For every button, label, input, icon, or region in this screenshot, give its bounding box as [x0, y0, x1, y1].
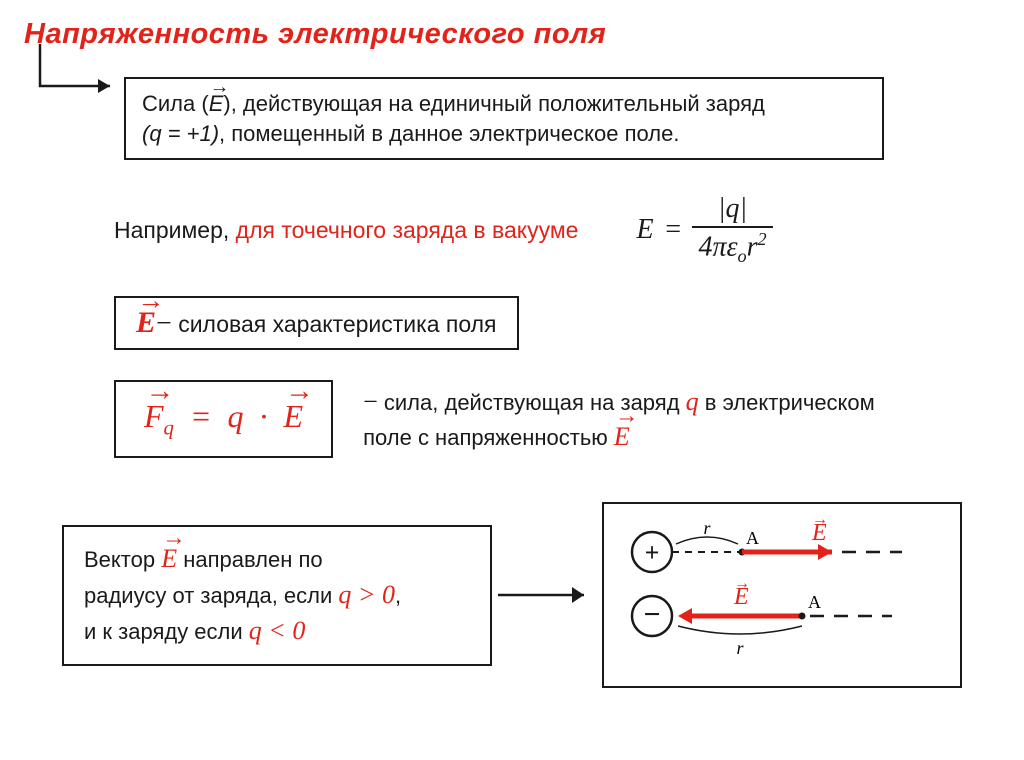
char-text: силовая характеристика поля: [178, 311, 496, 337]
def-charge: (q = +1): [142, 121, 219, 146]
force-formula-box: Fq = q · E: [114, 380, 333, 458]
svg-text:+: +: [645, 538, 660, 567]
example-row: Например, для точечного заряда в вакууме…: [114, 194, 1000, 265]
field-diagram-box: +rAE→−AE→r: [602, 502, 962, 688]
characteristic-box: E− силовая характеристика поля: [114, 296, 519, 350]
page-title: Напряженность электрического поля: [24, 18, 1000, 51]
vecdir-3: и к заряду если: [84, 619, 249, 644]
vecdir-comma: ,: [395, 583, 401, 608]
svg-text:→: →: [734, 575, 750, 592]
formula-den-r-sup: 2: [758, 229, 767, 249]
definition-box: Сила (E), действующая на единичный полож…: [124, 77, 884, 160]
formula-den-eps: ε: [726, 231, 737, 262]
vecdir-2: радиусу от заряда, если: [84, 583, 338, 608]
vecdir-1a: Вектор: [84, 547, 161, 572]
formula-den-r: r: [747, 231, 758, 262]
connector-arrow-icon: [492, 575, 602, 615]
def-suffix: , помещенный в данное электрическое поле…: [219, 121, 679, 146]
force-dot: ·: [260, 398, 268, 434]
example-phrase: для точечного заряда в вакууме: [236, 217, 579, 243]
force-desc-1: сила, действующая на заряд: [384, 390, 686, 415]
force-E: E: [284, 398, 304, 435]
vecdir-1b: направлен по: [177, 547, 323, 572]
force-F: F: [144, 398, 164, 435]
svg-text:−: −: [643, 598, 660, 631]
svg-text:A: A: [808, 592, 821, 612]
force-dash: −: [363, 387, 378, 416]
vecdir-E: E: [161, 541, 177, 577]
svg-text:→: →: [812, 518, 828, 528]
formula-eq: =: [664, 214, 683, 246]
def-prefix: Сила (: [142, 91, 209, 116]
def-mid: ), действующая на единичный положительны…: [223, 91, 765, 116]
formula-den-eps-sub: o: [738, 246, 747, 266]
field-diagram-svg: +rAE→−AE→r: [622, 518, 942, 668]
def-E-symbol: E: [209, 89, 224, 119]
force-eq: =: [190, 398, 212, 434]
force-q: q: [228, 398, 244, 434]
vecdir-cond1: q > 0: [338, 580, 395, 609]
force-sub: q: [164, 416, 174, 439]
force-desc-E: E: [614, 419, 630, 454]
svg-text:r: r: [703, 518, 711, 538]
char-E: E: [136, 306, 156, 340]
example-lead: Например,: [114, 217, 236, 243]
force-desc-q: q: [686, 387, 699, 416]
vector-direction-box: Вектор E направлен по радиусу от заряда,…: [62, 525, 492, 666]
force-description: − сила, действующая на заряд q в электри…: [363, 384, 923, 454]
formula-num: |q|: [712, 194, 753, 225]
point-charge-formula: E = |q| 4πεor2: [636, 194, 772, 265]
formula-den-4pi: 4π: [698, 231, 726, 262]
svg-text:A: A: [746, 528, 759, 548]
formula-lhs: E: [636, 214, 653, 246]
svg-text:r: r: [736, 638, 744, 658]
vecdir-cond2: q < 0: [249, 616, 306, 645]
